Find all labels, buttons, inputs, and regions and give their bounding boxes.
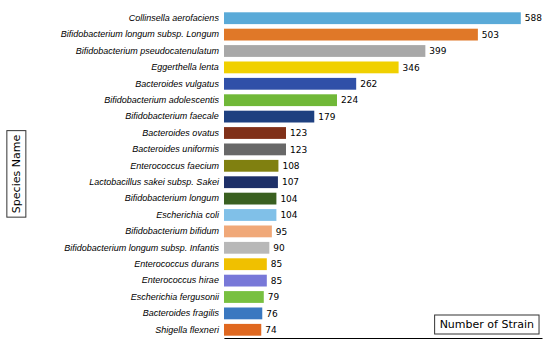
y-tick-label: Bacteroides ovatus	[142, 128, 219, 138]
y-tick: Escherichia coli	[156, 210, 220, 220]
y-tick: Lactobacillus sakei subsp. Sakei	[89, 177, 220, 187]
y-tick: Enterococcus faecium	[130, 161, 219, 171]
y-tick: Bacteroides fragilis	[143, 308, 220, 318]
y-tick-label: Bifidobacterium longum subsp. Infantis	[64, 243, 219, 253]
y-tick-label: Escherichia coli	[156, 210, 220, 220]
data-label: 503	[482, 30, 499, 40]
x-label-frame	[435, 315, 539, 334]
y-tick-label: Bifidobacterium longum subsp. Longum	[61, 29, 220, 39]
y-tick: Eggerthella lenta	[151, 62, 219, 72]
y-tick-label: Bifidobacterium adolescentis	[104, 95, 219, 105]
y-tick: Bifidobacterium longum subsp. Infantis	[64, 243, 219, 253]
y-tick: Enterococcus durans	[134, 259, 219, 269]
plot: 74 76 79 85 85 90 95 104 104 107 108 123 123 179 22426…	[61, 12, 543, 338]
y-tick-label: Eggerthella lenta	[151, 62, 219, 72]
y-tick-label: Enterococcus durans	[134, 259, 219, 269]
y-tick: Enterococcus hirae	[142, 275, 219, 285]
data-label: 346	[403, 63, 420, 73]
data-label: 85	[271, 276, 282, 286]
chart: 74 76 79 85 85 90 95 104 104 107 108 123 123 179 22426…	[0, 0, 556, 354]
y-label: Species Name	[10, 135, 23, 214]
bar	[224, 209, 277, 221]
y-axis: Shigella flexneri Bacteroides fragilis Esc…	[61, 13, 220, 335]
data-label: 224	[341, 95, 358, 105]
bar	[224, 78, 356, 90]
y-tick-label: Enterococcus faecium	[130, 161, 219, 171]
y-tick-label: Bifidobacterium faecale	[125, 111, 219, 121]
data-label: 104	[280, 210, 297, 220]
data-label: 399	[429, 46, 446, 56]
y-tick: Shigella flexneri	[155, 325, 220, 335]
bar	[224, 45, 425, 57]
y-tick-label: Bifidobacterium pseudocatenulatum	[76, 46, 220, 56]
data-label: 85	[271, 259, 282, 269]
bar	[224, 160, 279, 172]
y-tick-label: Bacteroides uniformis	[132, 144, 219, 154]
y-tick: Bacteroides uniformis	[132, 144, 219, 154]
bar	[224, 143, 286, 155]
y-label-box: Species Name	[7, 131, 26, 218]
y-tick: Bacteroides vulgatus	[135, 79, 219, 89]
y-tick-label: Collinsella aerofaciens	[129, 13, 220, 23]
bar	[224, 193, 277, 205]
y-tick: Bifidobacterium bifidum	[125, 226, 219, 236]
x-axis-line	[224, 338, 542, 339]
y-tick-label: Bifidobacterium bifidum	[125, 226, 219, 236]
y-tick: Bifidobacterium adolescentis	[104, 95, 219, 105]
data-label: 90	[273, 243, 285, 253]
bar	[224, 225, 272, 237]
data-label: 79	[268, 292, 280, 302]
data-label: 95	[276, 227, 287, 237]
y-tick-label: Escherichia fergusonii	[131, 292, 220, 302]
y-tick: Bacteroides ovatus	[142, 128, 219, 138]
y-tick-label: Bifidobacterium longum	[125, 193, 220, 203]
data-label: 76	[266, 309, 278, 319]
bar	[224, 258, 267, 270]
data-label: 179	[318, 112, 335, 122]
y-tick-label: Bacteroides fragilis	[143, 308, 220, 318]
y-tick: Bifidobacterium faecale	[125, 111, 219, 121]
bar	[224, 324, 261, 336]
bar	[224, 29, 478, 41]
y-tick-label: Enterococcus hirae	[142, 275, 219, 285]
bar	[224, 61, 399, 73]
y-tick-label: Lactobacillus sakei subsp. Sakei	[89, 177, 220, 187]
x-axis	[224, 338, 542, 339]
bars	[224, 12, 521, 335]
y-tick: Bifidobacterium longum subsp. Longum	[61, 29, 220, 39]
data-label: 104	[280, 194, 297, 204]
data-label: 107	[282, 177, 299, 187]
bar	[224, 291, 264, 303]
bar	[224, 94, 337, 106]
x-label-box: Number of Strain	[435, 315, 539, 334]
data-label: 108	[282, 161, 299, 171]
data-label: 588	[525, 13, 542, 23]
y-tick: Escherichia fergusonii	[131, 292, 220, 302]
bar	[224, 176, 278, 188]
y-tick-label: Shigella flexneri	[155, 325, 220, 335]
y-tick: Bifidobacterium longum	[125, 193, 220, 203]
y-label-frame	[7, 131, 26, 218]
y-tick-label: Bacteroides vulgatus	[135, 79, 219, 89]
data-label: 123	[290, 145, 307, 155]
data-label: 262	[360, 79, 377, 89]
data-labels: 74 76 79 85 85 90 95 104 104 107 108 123 123 179 22426…	[265, 13, 542, 335]
bar	[224, 307, 262, 319]
bar	[224, 127, 286, 139]
y-tick: Bifidobacterium pseudocatenulatum	[76, 46, 220, 56]
bar	[224, 242, 269, 254]
bar	[224, 12, 521, 24]
y-tick: Collinsella aerofaciens	[129, 13, 220, 23]
x-label: Number of Strain	[440, 318, 534, 331]
bar	[224, 275, 267, 287]
bar	[224, 111, 314, 123]
data-label: 123	[290, 128, 307, 138]
data-label: 74	[265, 325, 277, 335]
